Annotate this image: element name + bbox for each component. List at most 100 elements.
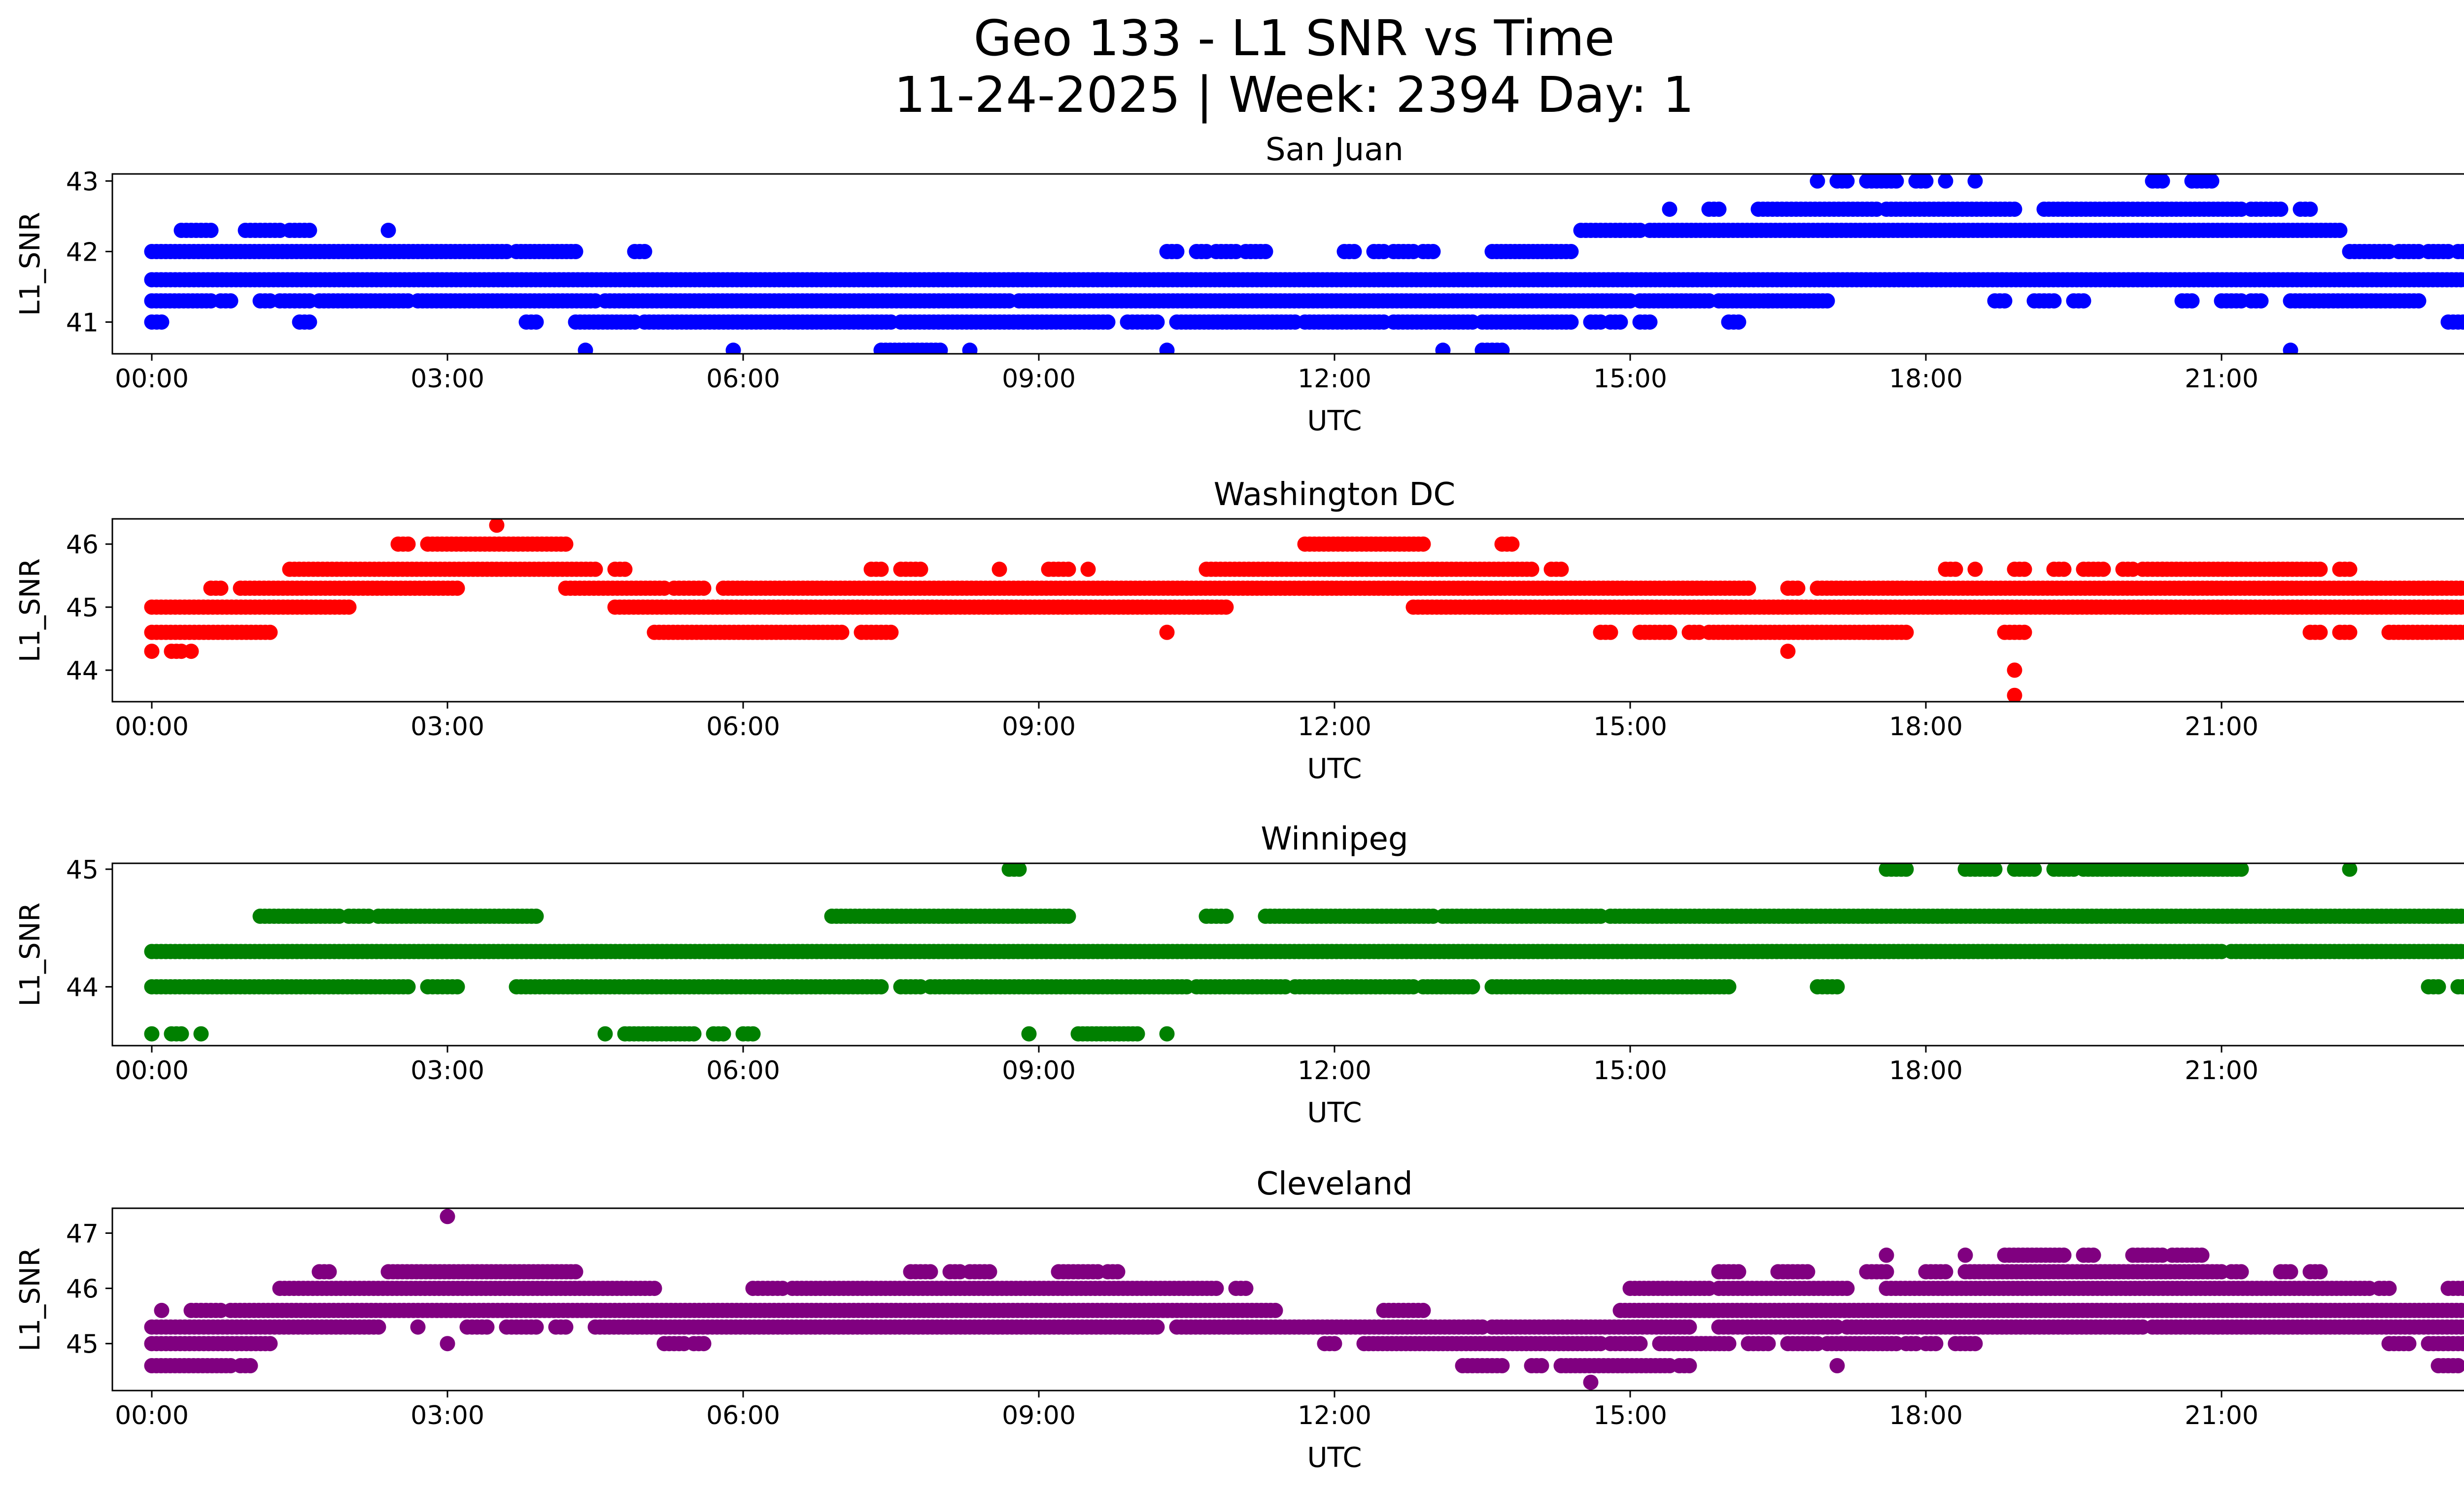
data-point [617,562,633,577]
data-point [401,537,416,552]
data-point [2332,223,2348,238]
x-tick-label: 06:00 [706,712,780,742]
data-point [1899,625,1914,640]
data-point [529,909,544,924]
x-axis-label: UTC [1307,405,1362,437]
data-point [1780,644,1796,659]
data-point [342,600,357,615]
data-point [1081,562,1096,577]
data-point [1711,202,1727,217]
data-point [2431,979,2446,994]
data-point [1505,537,1520,552]
x-tick-label: 21:00 [2185,364,2259,394]
data-point [1110,1264,1126,1279]
data-point [716,1026,731,1042]
data-point [194,1026,209,1042]
data-point [529,314,544,330]
data-point [302,223,317,238]
x-tick-label: 09:00 [1002,364,1076,394]
data-point [450,979,465,994]
data-point [213,580,229,596]
data-point [1938,173,1953,189]
data-point [1997,293,2013,308]
data-point [144,1026,160,1042]
data-point [322,1264,337,1279]
data-point [2283,1264,2298,1279]
data-point [2017,625,2032,640]
x-axis-label: UTC [1307,753,1362,785]
data-point [1603,625,1618,640]
data-point [489,517,505,533]
data-point [2007,663,2022,678]
x-tick-label: 21:00 [2185,1056,2259,1086]
panel-title: Washington DC [1214,476,1455,513]
data-point [1258,244,1273,259]
data-point [746,1026,761,1042]
data-point [2017,562,2032,577]
data-point [1968,173,1983,189]
y-tick-label: 42 [66,238,99,267]
data-point [2382,1281,2397,1296]
panel-title: San Juan [1266,132,1403,168]
x-tick-label: 15:00 [1593,364,1667,394]
data-point [2056,1248,2072,1263]
x-tick-label: 00:00 [115,712,189,742]
data-point [588,562,603,577]
data-point [1347,244,1362,259]
data-point [1810,173,1825,189]
x-tick-label: 21:00 [2185,712,2259,742]
data-point [2047,293,2062,308]
data-point [1830,979,1845,994]
x-axis-label: UTC [1307,1097,1362,1129]
data-point [982,1264,997,1279]
data-point [1731,314,1746,330]
data-point [2185,293,2200,308]
x-tick-label: 18:00 [1889,1056,1963,1086]
data-point [1238,1281,1254,1296]
data-point [2007,688,2022,703]
data-point [874,562,889,577]
x-tick-label: 03:00 [411,712,484,742]
data-point [1918,173,1934,189]
data-point [263,625,278,640]
data-point [2204,173,2220,189]
x-tick-label: 18:00 [1889,712,1963,742]
data-point [558,537,574,552]
data-point [154,314,170,330]
data-point [1465,979,1480,994]
data-point [2313,562,2328,577]
data-point [204,223,219,238]
data-point [223,293,239,308]
data-point [2313,1264,2328,1279]
x-tick-label: 06:00 [706,364,780,394]
data-point [1958,1248,1973,1263]
x-tick-label: 06:00 [706,1056,780,1086]
x-tick-label: 00:00 [115,364,189,394]
data-point [1800,1264,1815,1279]
y-tick-label: 43 [66,167,99,197]
data-point [2342,625,2358,640]
data-point [2411,293,2427,308]
data-point [686,1026,702,1042]
y-axis-label: L1_SNR [14,212,46,316]
data-point [647,1281,662,1296]
y-tick-label: 44 [66,973,99,1003]
data-point [1840,1281,1855,1296]
data-point [1524,562,1540,577]
data-point [637,244,652,259]
data-point [1130,1026,1145,1042]
data-point [1731,1264,1746,1279]
data-point [1219,909,1234,924]
data-point [1968,562,1983,577]
data-point [440,1209,455,1224]
data-point [1564,244,1579,259]
figure-title-line-1: Geo 133 - L1 SNR vs Time [974,9,1615,67]
x-tick-label: 03:00 [411,1056,484,1086]
panel-title: Cleveland [1256,1166,1412,1202]
data-point [1554,562,1569,577]
data-point [381,223,396,238]
data-point [874,979,889,994]
data-point [1662,625,1677,640]
data-point [2313,625,2328,640]
